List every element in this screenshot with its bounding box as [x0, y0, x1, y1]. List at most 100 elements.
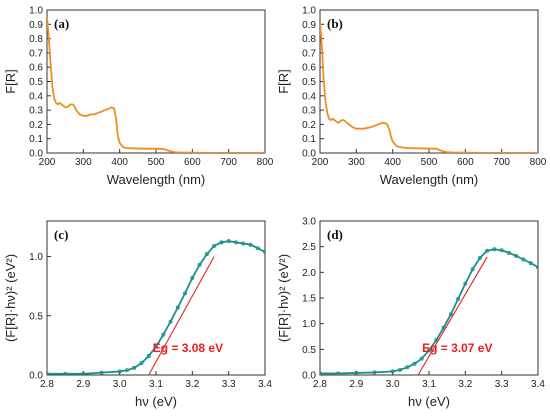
- tangent-line: [148, 256, 215, 375]
- y-tick-label: 0.0: [29, 371, 43, 382]
- y-tick-label: 0.7: [302, 48, 316, 59]
- data-point: [161, 332, 166, 337]
- data-point: [390, 369, 395, 374]
- x-tick-label: 600: [184, 157, 201, 168]
- data-point: [132, 365, 137, 370]
- y-tick-label: 0.6: [302, 63, 316, 74]
- data-point: [354, 370, 359, 375]
- panel-label: (d): [327, 227, 343, 242]
- x-tick-label: 3.3: [495, 379, 509, 390]
- x-tick-label: 3.1: [149, 379, 163, 390]
- y-tick-label: 0.7: [29, 48, 43, 59]
- data-point: [412, 361, 417, 366]
- data-layer: [47, 17, 265, 153]
- data-point: [139, 361, 144, 366]
- data-point: [63, 371, 68, 375]
- data-point: [117, 369, 122, 374]
- data-point: [470, 267, 475, 272]
- data-point: [456, 297, 461, 302]
- y-tick-label: 0.6: [29, 63, 43, 74]
- y-tick-label: 0.2: [29, 120, 43, 131]
- data-layer: [47, 239, 265, 375]
- data-point: [426, 348, 431, 353]
- data-point: [124, 368, 129, 373]
- x-tick-label: 2.9: [349, 379, 363, 390]
- x-tick-label: 500: [148, 157, 165, 168]
- x-axis-label: Wavelength (nm): [107, 172, 206, 187]
- data-point: [463, 281, 468, 286]
- y-tick-label: 0.2: [302, 120, 316, 131]
- data-point: [190, 275, 195, 280]
- data-point: [81, 371, 86, 375]
- data-point: [521, 257, 526, 262]
- data-point: [448, 312, 453, 317]
- y-tick-label: 0.1: [29, 134, 43, 145]
- data-point: [183, 291, 188, 296]
- y-tick-label: 0.5: [302, 77, 316, 88]
- y-tick-label: 0.5: [29, 311, 43, 322]
- data-point: [153, 344, 158, 349]
- data-point: [168, 319, 173, 324]
- x-tick-label: 500: [421, 157, 438, 168]
- y-tick-label: 0.0: [29, 149, 43, 160]
- y-tick-label: 0.4: [302, 91, 316, 102]
- data-point: [372, 370, 377, 375]
- y-tick-label: 1.0: [29, 252, 43, 263]
- y-axis-label: (F[R]·hν)² (eV²): [276, 254, 291, 342]
- y-tick-label: 1.0: [302, 319, 316, 330]
- y-tick-label: 0.9: [29, 20, 43, 31]
- y-tick-label: 0.0: [302, 371, 316, 382]
- y-axis-label: F[R]: [276, 69, 291, 94]
- panel-1: 200 300 400 500 600 700 800 0.0 0.1 0.2 0.3 0.4 0.5 0…: [276, 6, 547, 188]
- data-point: [233, 240, 238, 245]
- data-point: [405, 365, 410, 370]
- data-point: [419, 356, 424, 361]
- panel-2: 2.8 2.9 3.0 3.1 3.2 3.3 3.4 0.0 0.5 1.0 hν (eV) (F[…: [3, 220, 272, 409]
- x-tick-label: 3.0: [386, 379, 400, 390]
- y-tick-label: 1.5: [302, 294, 316, 305]
- tangent-line: [417, 256, 488, 375]
- data-point: [241, 241, 246, 246]
- data-point: [204, 252, 209, 257]
- x-tick-label: 200: [39, 157, 56, 168]
- panel-0: 200 300 400 500 600 700 800 0.0 0.1 0.2 0.3 0.4 0.5 0…: [3, 6, 274, 188]
- x-tick-label: 2.8: [313, 379, 327, 390]
- x-axis-label: hν (eV): [135, 394, 177, 409]
- y-tick-label: 2.0: [302, 268, 316, 279]
- bandgap-label: Eg = 3.08 eV: [153, 341, 223, 355]
- data-point: [528, 261, 533, 266]
- data-point: [506, 250, 511, 255]
- panel-3: 2.8 2.9 3.0 3.1 3.2 3.3 3.4 0.0 0.5 1.0 1.5 2.0 2.5 3…: [276, 217, 545, 410]
- x-axis-label: Wavelength (nm): [380, 172, 479, 187]
- x-tick-label: 3.2: [185, 379, 199, 390]
- y-tick-label: 0.3: [302, 106, 316, 117]
- x-tick-label: 700: [493, 157, 510, 168]
- x-tick-label: 3.2: [458, 379, 472, 390]
- y-tick-label: 0.8: [29, 34, 43, 45]
- x-tick-label: 200: [312, 157, 329, 168]
- bandgap-label: Eg = 3.07 eV: [422, 341, 492, 355]
- y-tick-label: 1.0: [302, 6, 316, 17]
- x-tick-label: 2.9: [76, 379, 90, 390]
- data-point: [47, 371, 49, 375]
- y-tick-label: 0.0: [302, 149, 316, 160]
- data-layer: [320, 21, 538, 153]
- x-tick-label: 400: [111, 157, 128, 168]
- data-point: [226, 239, 231, 244]
- plot-frame: [319, 9, 539, 154]
- data-point: [263, 249, 265, 254]
- y-tick-label: 0.1: [302, 134, 316, 145]
- data-point: [255, 246, 260, 251]
- x-tick-label: 3.4: [258, 379, 272, 390]
- data-point: [336, 371, 341, 375]
- x-tick-label: 3.0: [113, 379, 127, 390]
- x-tick-label: 400: [384, 157, 401, 168]
- panel-label: (c): [54, 227, 68, 242]
- data-point: [492, 247, 497, 252]
- y-tick-label: 0.4: [29, 91, 43, 102]
- data-point: [536, 265, 538, 270]
- x-tick-label: 2.8: [40, 379, 54, 390]
- x-axis-label: hν (eV): [408, 394, 450, 409]
- x-tick-label: 3.3: [222, 379, 236, 390]
